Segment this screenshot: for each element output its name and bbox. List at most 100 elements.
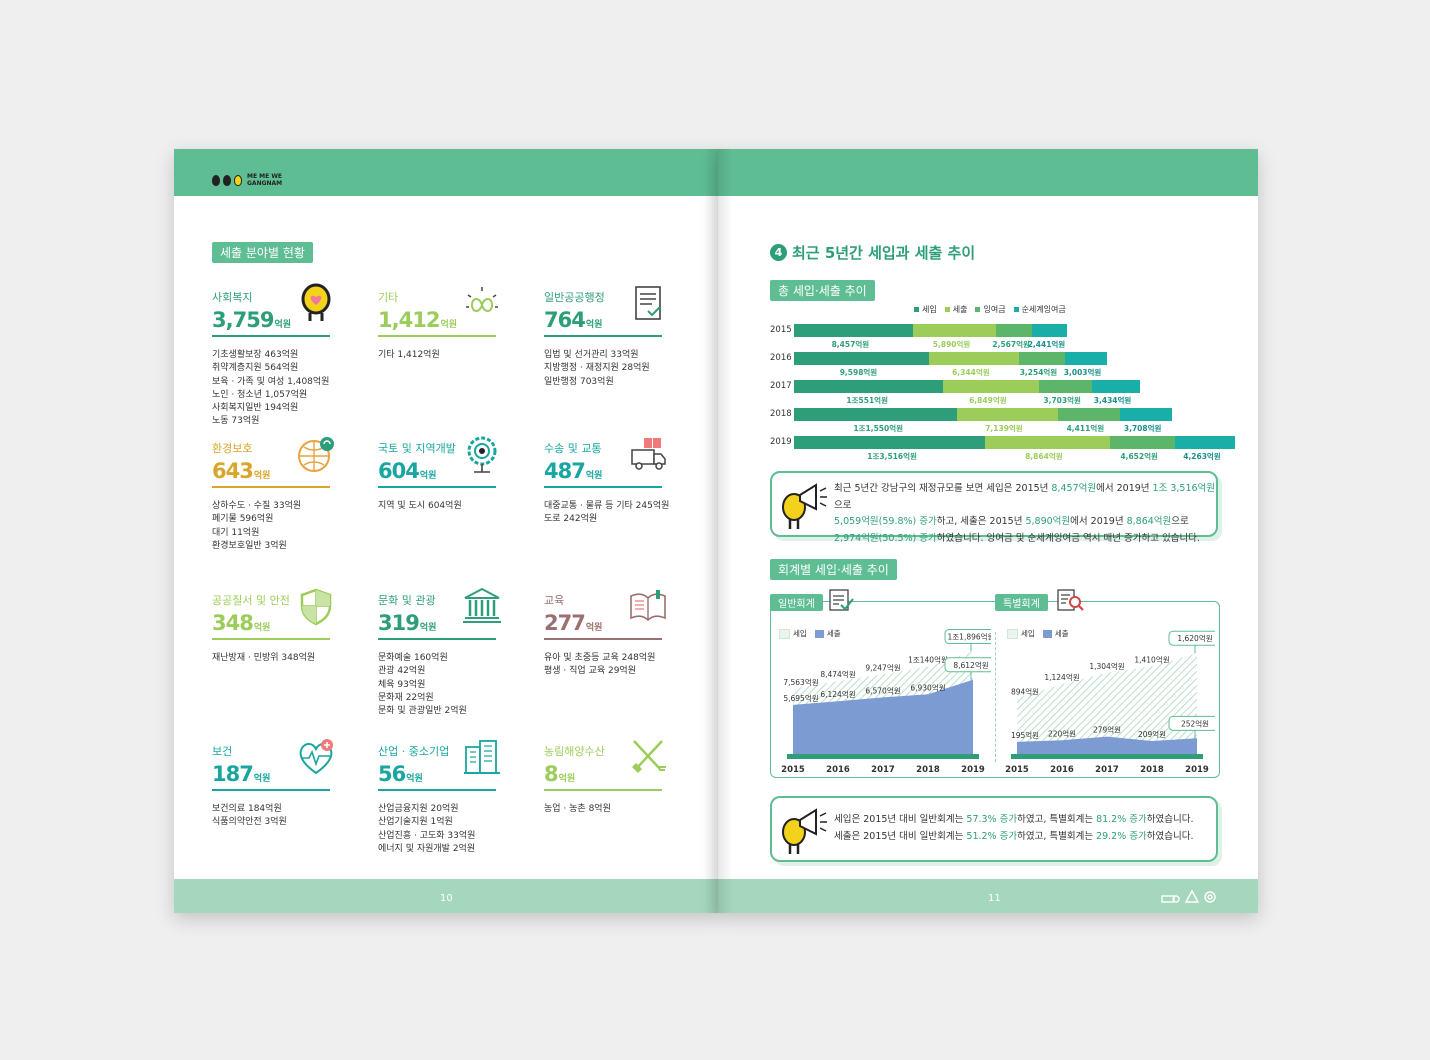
legend-swatch xyxy=(1013,307,1019,312)
amount-value: 348 xyxy=(212,611,254,635)
document-check-icon xyxy=(829,589,854,611)
legend-item: 세출 xyxy=(944,304,967,315)
left-page: ME ME WE GANGNAM 세출 분야별 현황 사회복지 3,759억원 기초생… xyxy=(174,149,718,913)
legend-item: 순세계잉여금 xyxy=(1013,304,1066,315)
category-amount: 3,759억원 xyxy=(212,308,332,334)
special-account-chart: 2015 2016 2017 2018 2019 894억원 1,124억원 1,304억원 1… xyxy=(1005,630,1215,774)
footer-icons xyxy=(1161,889,1216,903)
x-tick-label: 2017 xyxy=(871,765,895,774)
breakdown-item: 지역 및 도시 604억원 xyxy=(378,501,462,511)
bar-value-label: 6,849억원 xyxy=(969,396,1007,405)
x-tick-label: 2015 xyxy=(781,765,805,774)
legend-swatch xyxy=(975,307,981,312)
breakdown-item: 유아 및 초중등 교육 248억원 xyxy=(544,653,656,663)
amount-unit: 억원 xyxy=(585,320,603,330)
bar-value-label: 1조1,550억원 xyxy=(853,424,904,433)
x-tick-label: 2015 xyxy=(1005,765,1029,774)
category-name: 보건 xyxy=(212,745,233,758)
bar-segment-0 xyxy=(794,380,943,393)
shovel-rake-icon xyxy=(632,740,666,773)
panel-divider xyxy=(995,632,996,762)
breakdown-item: 관광 42억원 xyxy=(378,666,426,677)
note-line: 세입은 2015년 대비 일반회계는 57.3% 증가하였고, 특별회계는 81… xyxy=(834,812,1194,829)
note-text: 최근 5년간 강남구의 재정규모를 보면 세입은 2015년 8,457억원에서… xyxy=(834,481,1216,547)
amount-unit: 억원 xyxy=(585,623,603,633)
special-account-legend: 세입 세출 xyxy=(1007,628,1069,639)
account-charts-panel: 일반회계 특별회계 세입 세출 세입 세출 2015 2016 2017 2018 20… xyxy=(770,589,1220,778)
museum-building-icon xyxy=(463,587,501,623)
category-rule xyxy=(544,789,662,791)
note-text-segment: 에서 2019년 xyxy=(1096,483,1153,494)
note-text-segment: 하였고, 특별회계는 xyxy=(1017,814,1097,825)
bar-segment-3 xyxy=(1119,408,1173,421)
category-rule xyxy=(378,486,496,488)
x-tick-label: 2018 xyxy=(916,765,940,774)
breakdown-item: 지방행정 · 재정지원 28억원 xyxy=(544,363,650,374)
amount-value: 764 xyxy=(544,308,586,332)
bar-stack xyxy=(794,408,1173,421)
data-label: 209억원 xyxy=(1138,730,1166,739)
category-breakdown: 입법 및 선거관리 33억원 지방행정 · 재정지원 28억원 일반행정 703억원 xyxy=(544,349,664,389)
category-breakdown: 산업금융지원 20억원 산업기술지원 1억원 산업진흥 · 고도화 33억원 에너지 … xyxy=(378,803,498,856)
amount-unit: 억원 xyxy=(558,774,576,784)
amount-value: 8 xyxy=(544,762,559,786)
document-check-icon xyxy=(635,286,661,320)
note-text-segment: 으로 xyxy=(1171,516,1189,527)
bar-row: 2016 9,598억원 6,344억원 3,254억원 3,003억원 xyxy=(770,352,1200,377)
year-label: 2017 xyxy=(770,381,792,391)
breakdown-item: 도로 242억원 xyxy=(544,514,598,525)
highlight-text: 5,059억원(59.8%) 증가 xyxy=(834,516,937,527)
category-amount: 604억원 xyxy=(378,459,498,485)
category-rule xyxy=(212,638,330,640)
bar-stack xyxy=(794,324,1067,337)
category-card: 공공질서 및 안전 348억원 재난방재 · 민방위 348억원 xyxy=(212,588,332,665)
highlight-text: 1조 3,516억원 xyxy=(1152,483,1216,494)
legend-label: 잉여금 xyxy=(983,305,1006,314)
bar-stack xyxy=(794,436,1236,449)
data-label: 220억원 xyxy=(1048,729,1076,738)
category-amount: 277억원 xyxy=(544,611,664,637)
category-rule xyxy=(544,335,662,337)
data-label: 1,620억원 xyxy=(1177,634,1212,643)
category-card: 일반공공행정 764억원 입법 및 선거관리 33억원 지방행정 · 재정지원 28억… xyxy=(544,286,664,389)
note-text-segment: 하였습니다. 잉여금 및 순세계잉여금 역시 매년 증가하고 있습니다. xyxy=(936,532,1200,544)
magnifier-document-icon xyxy=(1057,589,1084,611)
amount-value: 1,412 xyxy=(378,308,440,332)
data-label: 6,570억원 xyxy=(865,686,900,695)
category-card: 환경보호 643억원 상하수도 · 수질 33억원 폐기물 596억원 대기 11억원 환… xyxy=(212,437,334,553)
bar-segment-1 xyxy=(942,380,1040,393)
category-name: 국토 및 지역개발 xyxy=(378,442,456,455)
bar-stack xyxy=(794,380,1140,393)
category-amount: 643억원 xyxy=(212,459,332,485)
year-label: 2015 xyxy=(770,325,792,335)
bar-segment-0 xyxy=(794,408,957,421)
gear-icon xyxy=(1204,891,1216,903)
amount-unit: 억원 xyxy=(440,320,457,330)
year-label: 2016 xyxy=(770,353,792,363)
globe-recycle-icon xyxy=(298,437,334,472)
logo-line1: ME ME WE xyxy=(247,173,283,180)
breakdown-item: 대중교통 · 물류 등 기타 245억원 xyxy=(544,501,670,511)
category-card: 문화 및 관광 319억원 문화예술 160억원 관광 42억원 체육 93억원 문화재 … xyxy=(378,587,501,718)
category-card: 보건 187억원 보건의료 184억원 식품의약안전 3억원 xyxy=(212,739,333,830)
amount-unit: 억원 xyxy=(253,623,271,633)
category-amount: 348억원 xyxy=(212,611,332,637)
category-amount: 187억원 xyxy=(212,762,332,788)
bar-value-label: 8,457억원 xyxy=(831,340,870,349)
general-account-tab: 일반회계 xyxy=(770,594,823,611)
breakdown-item: 기타 1,412억원 xyxy=(378,350,440,360)
shield-icon xyxy=(300,588,332,626)
category-amount: 1,412억원 xyxy=(378,308,498,334)
section-heading: 4 최근 5년간 세입과 세출 추이 xyxy=(770,242,975,263)
bar-row: 2015 8,457억원 5,890억원 2,567억원 2,441억원 xyxy=(770,324,1200,349)
legend-label: 순세계잉여금 xyxy=(1021,305,1066,314)
data-label: 9,247억원 xyxy=(865,663,900,672)
bar-segment-2 xyxy=(1018,352,1065,365)
category-amount: 56억원 xyxy=(378,762,498,788)
highlight-text: 57.3% 증가 xyxy=(966,814,1018,825)
bar-segment-0 xyxy=(794,352,930,365)
lightbulb-heart-icon xyxy=(301,283,331,321)
category-card: 농림해양수산 8억원 농업 · 농촌 8억원 xyxy=(544,740,666,816)
x-tick-label: 2016 xyxy=(1050,765,1074,774)
amount-value: 277 xyxy=(544,611,586,635)
